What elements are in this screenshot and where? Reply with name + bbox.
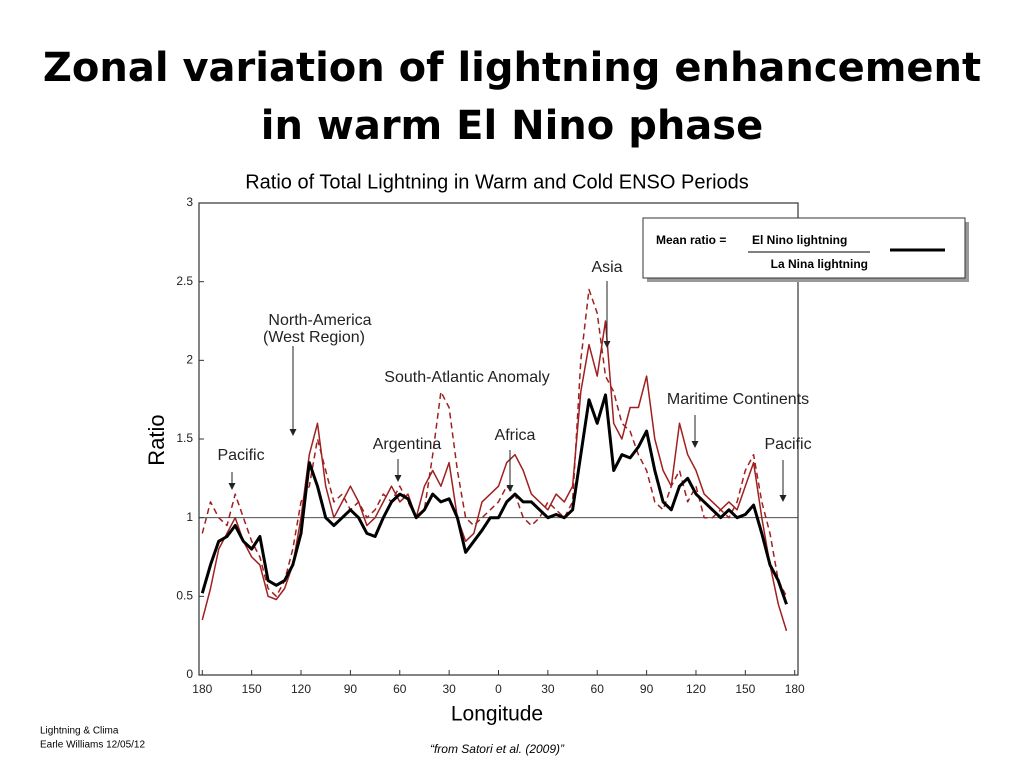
legend-box xyxy=(642,217,966,279)
footer-text: Lightning & Clima xyxy=(40,726,119,737)
legend-numerator: El Nino lightning xyxy=(752,233,847,247)
annotation: Asia xyxy=(591,259,622,276)
x-tick-label: 180 xyxy=(192,682,212,696)
x-tick-label: 150 xyxy=(242,682,262,696)
x-axis-label: Longitude xyxy=(451,703,543,726)
x-tick-label: 0 xyxy=(495,682,502,696)
x-tick-label: 30 xyxy=(541,682,555,696)
x-tick-label: 90 xyxy=(344,682,358,696)
y-tick-label: 2.5 xyxy=(176,274,193,288)
arrow-head xyxy=(228,483,236,490)
series-line xyxy=(201,288,788,598)
arrow-head xyxy=(779,495,787,502)
x-tick-label: 180 xyxy=(785,682,805,696)
y-axis-label: Ratio xyxy=(144,414,169,465)
y-tick-label: 3 xyxy=(186,195,193,209)
chart-title: Ratio of Total Lightning in Warm and Col… xyxy=(245,171,749,193)
footer-text: Earle Williams 12/05/12 xyxy=(40,740,145,751)
y-tick-label: 1.5 xyxy=(176,431,193,445)
annotation: Argentina xyxy=(373,436,442,453)
annotation: Pacific xyxy=(764,436,811,453)
x-tick-label: 60 xyxy=(591,682,605,696)
series-line xyxy=(200,393,788,605)
slide-title: in warm El Nino phase xyxy=(261,103,763,149)
legend-label: Mean ratio = xyxy=(656,233,726,247)
legend-denominator: La Nina lightning xyxy=(771,257,868,271)
series-line xyxy=(201,320,788,632)
y-tick-label: 2 xyxy=(186,353,193,367)
annotation: Pacific xyxy=(217,447,264,464)
y-tick-label: 0 xyxy=(186,667,193,681)
arrow-head xyxy=(289,429,297,436)
slide-title: Zonal variation of lightning enhancement xyxy=(43,45,981,91)
arrow-head xyxy=(691,441,699,448)
y-tick-label: 1 xyxy=(186,510,193,524)
annotation: (West Region) xyxy=(263,329,365,346)
annotation: North-America xyxy=(268,312,371,329)
arrow-head xyxy=(603,341,611,348)
x-tick-label: 60 xyxy=(393,682,407,696)
citation: “from Satori et al. (2009)” xyxy=(430,742,565,756)
x-tick-label: 120 xyxy=(686,682,706,696)
arrow-head xyxy=(506,485,514,492)
x-tick-label: 120 xyxy=(291,682,311,696)
annotation: South-Atlantic Anomaly xyxy=(384,369,549,386)
y-tick-label: 0.5 xyxy=(176,589,193,603)
annotation: Maritime Continents xyxy=(667,391,809,408)
arrow-head xyxy=(394,475,402,482)
x-tick-label: 150 xyxy=(735,682,755,696)
x-tick-label: 90 xyxy=(640,682,654,696)
x-tick-label: 30 xyxy=(442,682,456,696)
annotation: Africa xyxy=(495,427,536,444)
